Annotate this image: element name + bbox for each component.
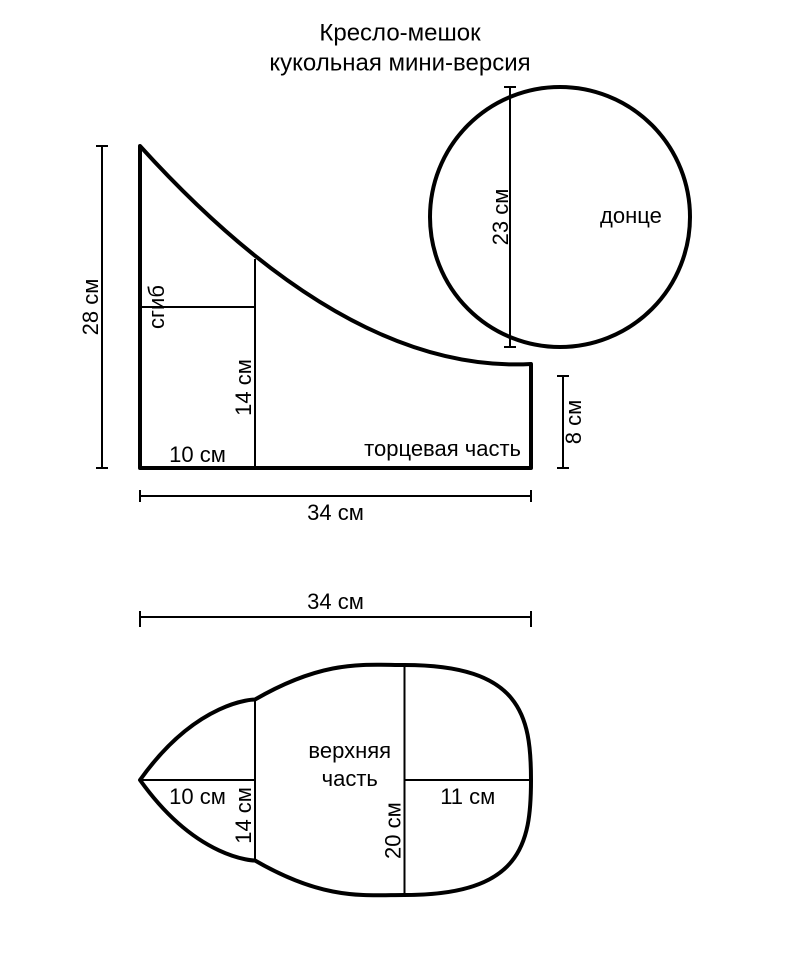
dim-14: 14 см bbox=[231, 359, 256, 416]
dim-20-top: 20 см bbox=[380, 802, 405, 859]
end-label: торцевая часть bbox=[364, 436, 521, 461]
dim-34-side: 34 см bbox=[307, 500, 364, 525]
title-line2: кукольная мини-версия bbox=[269, 49, 530, 76]
circle-diameter: 23 см bbox=[488, 189, 513, 246]
dim-10-top: 10 см bbox=[169, 784, 226, 809]
fold-label: сгиб bbox=[144, 285, 169, 329]
dim-8: 8 см bbox=[561, 400, 586, 444]
top-label-2: часть bbox=[322, 766, 378, 791]
dim-14-top: 14 см bbox=[231, 787, 256, 844]
dim-11-top: 11 см bbox=[440, 784, 495, 809]
circle-label: донце bbox=[600, 203, 662, 228]
title-line1: Кресло-мешок bbox=[319, 19, 481, 46]
dim-10: 10 см bbox=[169, 442, 226, 467]
dim-28: 28 см bbox=[78, 279, 103, 336]
dim-34-top: 34 см bbox=[307, 589, 364, 614]
top-label-1: верхняя bbox=[308, 738, 391, 763]
